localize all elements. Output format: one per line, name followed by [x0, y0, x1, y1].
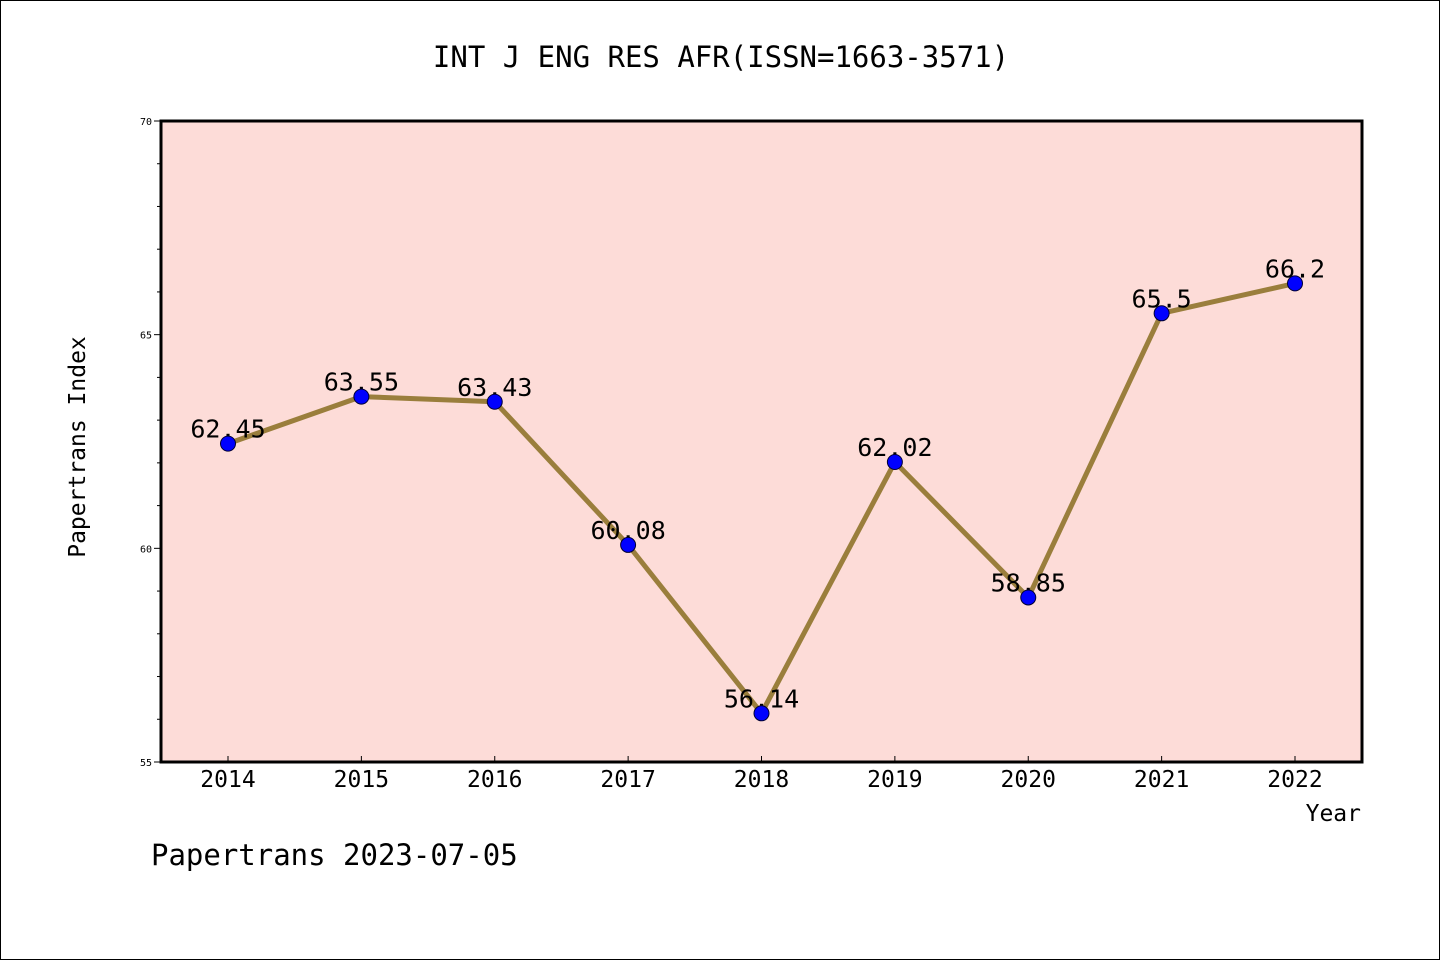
x-tick-label: 2014 — [200, 767, 255, 793]
y-axis: 55 60 65 70 — [140, 117, 161, 769]
x-tick-label: 2019 — [867, 767, 922, 793]
data-point — [353, 388, 370, 405]
data-point — [620, 536, 637, 553]
y-axis-label: Papertrans Index — [65, 336, 91, 558]
footer-watermark: Papertrans 2023-07-05 — [151, 838, 518, 872]
data-point — [1287, 275, 1303, 292]
x-tick-label: 2016 — [467, 767, 522, 793]
x-axis-label: Year — [1306, 801, 1361, 827]
y-tick-label: 65 — [140, 331, 152, 342]
data-point — [1153, 305, 1170, 322]
x-tick-label: 2017 — [600, 767, 655, 793]
chart-title: INT J ENG RES AFR(ISSN=1663-3571) — [433, 40, 1009, 74]
x-axis: 2014 2015 2016 2017 2018 2019 2020 2021 2022 — [200, 756, 1323, 793]
x-tick-label: 2018 — [734, 767, 789, 793]
x-tick-label: 2022 — [1267, 767, 1322, 793]
x-tick-label: 2021 — [1134, 767, 1189, 793]
y-tick-label: 55 — [140, 758, 152, 769]
y-tick-label: 60 — [140, 544, 152, 555]
data-point — [1020, 589, 1037, 606]
plot-area — [159, 119, 1364, 764]
data-point — [220, 435, 236, 452]
data-point — [886, 454, 903, 471]
y-tick-label: 70 — [140, 117, 152, 128]
data-point — [753, 705, 770, 722]
x-tick-label: 2020 — [1001, 767, 1056, 793]
data-point — [486, 393, 503, 410]
x-tick-label: 2015 — [334, 767, 389, 793]
